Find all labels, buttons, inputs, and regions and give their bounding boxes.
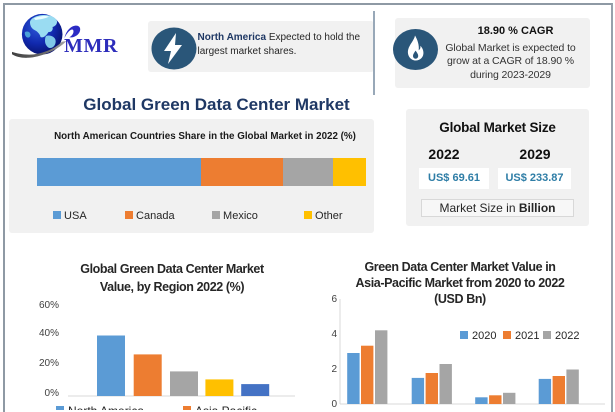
svg-text:60%: 60% — [39, 300, 59, 311]
svg-text:0%: 0% — [45, 388, 60, 399]
svg-text:2: 2 — [331, 364, 337, 375]
svg-text:2022: 2022 — [555, 330, 579, 342]
svg-text:North America: North America — [68, 404, 144, 410]
svg-text:2020: 2020 — [472, 330, 496, 342]
svg-text:0: 0 — [331, 399, 337, 410]
svg-text:2021: 2021 — [515, 330, 539, 342]
svg-text:4: 4 — [331, 329, 337, 340]
svg-text:40%: 40% — [39, 328, 59, 339]
svg-text:20%: 20% — [39, 358, 59, 369]
svg-text:Asia Pacific: Asia Pacific — [195, 404, 257, 410]
svg-text:6: 6 — [331, 294, 337, 305]
svg-text:MMR: MMR — [64, 35, 118, 57]
